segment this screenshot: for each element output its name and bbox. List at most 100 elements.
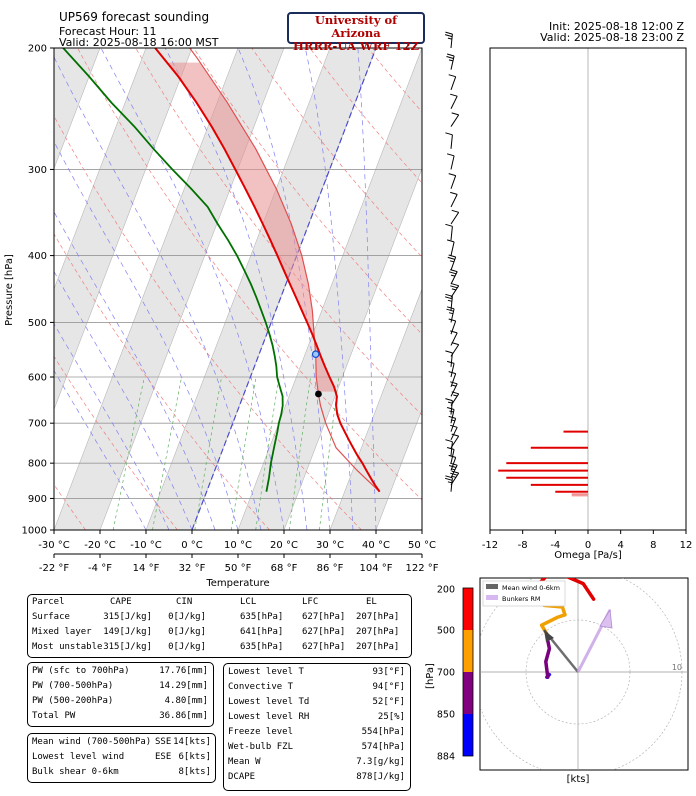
dry-adiabat <box>193 48 422 335</box>
isotherm-band <box>54 48 101 170</box>
pressure-tick-label: 700 <box>28 419 47 430</box>
hodograph-ylabel: [hPa] <box>425 663 436 689</box>
barb-flag <box>446 153 455 157</box>
fahrenheit-tick-label: 86 °F <box>317 563 344 574</box>
table-row: Mean wind (700-500hPa) SSE 14[kts] <box>28 737 215 752</box>
table-row: Freeze level 554[hPa] <box>224 727 410 742</box>
wind-barb <box>450 241 455 256</box>
barb-flag <box>446 56 454 59</box>
sounding-title: UP569 forecast sounding <box>59 10 210 24</box>
el-value: 207[hPa] <box>356 612 400 622</box>
wind-direction: ESE <box>155 752 172 762</box>
fahrenheit-tick-label: 104 °F <box>359 563 392 574</box>
barb-half <box>451 384 457 387</box>
dry-adiabat <box>426 48 696 530</box>
pw-label: PW (500-200hPa) <box>32 696 114 706</box>
wind-barb <box>450 320 457 335</box>
barb-flag <box>444 477 453 481</box>
omega-tick-label: 12 <box>680 540 693 551</box>
table-row: Lowest level wind ESE 6[kts] <box>28 752 215 767</box>
barb-half <box>447 299 453 302</box>
badge-model: HRRR-UA WRF 12Z <box>293 39 419 53</box>
colorbar-band <box>463 672 473 714</box>
valid-time-utc: Valid: 2025-08-18 23:00 Z <box>540 31 684 44</box>
dry-adiabat <box>54 115 362 530</box>
cin-value: 0[J/kg] <box>168 642 206 652</box>
celsius-tick-label: -20 °C <box>84 540 116 551</box>
parcel-name: Most unstable <box>32 642 103 652</box>
table-row: Total PW 36.86[mm] <box>28 711 213 726</box>
moist-adiabat <box>54 323 170 530</box>
wind-barb <box>450 363 455 378</box>
parcel-trace <box>189 48 381 493</box>
cape-shading <box>167 62 336 392</box>
wind-barb <box>450 95 458 109</box>
fahrenheit-tick-label: 14 °F <box>133 563 160 574</box>
barb-flag <box>444 296 453 300</box>
thermo-table: Lowest level T 93[°F] Convective T 94[°F] … <box>223 663 411 791</box>
barb-half <box>450 274 456 277</box>
barb-flag <box>445 223 453 227</box>
omega-tick-label: -4 <box>550 540 560 551</box>
fahrenheit-tick-label: -4 °F <box>88 563 112 574</box>
wind-barb <box>450 373 457 388</box>
wind-barb <box>450 114 460 127</box>
moist-adiabat <box>237 48 331 530</box>
hodograph-frame <box>479 577 689 771</box>
lfc-value: 627[hPa] <box>302 627 346 637</box>
barb-flag <box>450 472 458 476</box>
barb-flag <box>451 470 459 474</box>
thermo-value: 554[hPa] <box>361 727 405 737</box>
mixing-ratio-line <box>255 376 280 530</box>
pressure-tick-label: 400 <box>28 251 47 262</box>
thermo-value: 7.3[g/kg] <box>356 757 405 767</box>
barb-flag <box>450 424 458 428</box>
valid-time-local: Valid: 2025-08-18 16:00 MST <box>59 36 219 49</box>
colorbar-band <box>463 588 473 630</box>
legend-swatch-bunkers <box>486 595 498 600</box>
table-row: Mixed layer 149[J/kg] 0[J/kg] 641[hPa] 6… <box>28 627 411 642</box>
omega-axis-label: Omega [Pa/s] <box>554 550 622 561</box>
table-row: Lowest level RH 25[%] <box>224 712 410 727</box>
barb-flag <box>445 350 453 354</box>
barb-flag <box>451 391 459 395</box>
el-value: 207[hPa] <box>356 642 400 652</box>
lcl-marker <box>315 390 322 398</box>
celsius-tick-label: -30 °C <box>38 540 70 551</box>
wind-barb <box>450 285 460 298</box>
pw-value: 17.76[mm] <box>159 666 208 676</box>
hodograph-ring-label: 10 <box>672 663 682 672</box>
omega-tick-label: -12 <box>482 540 498 551</box>
barb-flag <box>448 74 456 78</box>
lfc-marker <box>311 350 320 359</box>
table-row: PW (sfc to 700hPa) 17.76[mm] <box>28 666 213 681</box>
isotherm-band <box>237 48 422 530</box>
wind-barb <box>450 55 455 70</box>
moist-adiabat <box>164 48 308 530</box>
barb-flag <box>448 254 456 258</box>
wind-barb <box>450 400 453 415</box>
omega-frame <box>489 47 687 531</box>
barb-half <box>451 288 457 291</box>
fahrenheit-tick-label: 50 °F <box>225 563 252 574</box>
barb-flag <box>445 293 453 297</box>
moist-adiabat <box>54 211 216 530</box>
parcel-col-header: Parcel <box>32 597 65 607</box>
thermo-label: DCAPE <box>228 772 256 782</box>
lcl-col-header: LCL <box>240 597 257 607</box>
pw-label: PW (sfc to 700hPa) <box>32 666 130 676</box>
barb-half <box>449 410 454 413</box>
hodograph-trace <box>544 639 552 679</box>
barb-flag <box>448 371 456 375</box>
colorbar-label: 200 <box>437 585 455 596</box>
wind-barb <box>450 383 458 397</box>
el-col-header: EL <box>366 597 377 607</box>
wind-label: Lowest level wind <box>32 752 125 762</box>
barb-flag <box>446 308 454 312</box>
isotherm-band <box>54 48 193 411</box>
cin-value: 0[J/kg] <box>168 627 206 637</box>
lcl-value: 635[hPa] <box>240 642 284 652</box>
colorbar-band <box>463 630 473 672</box>
lfc-value: 627[hPa] <box>302 642 346 652</box>
thermo-value: 574[hPa] <box>361 742 405 752</box>
